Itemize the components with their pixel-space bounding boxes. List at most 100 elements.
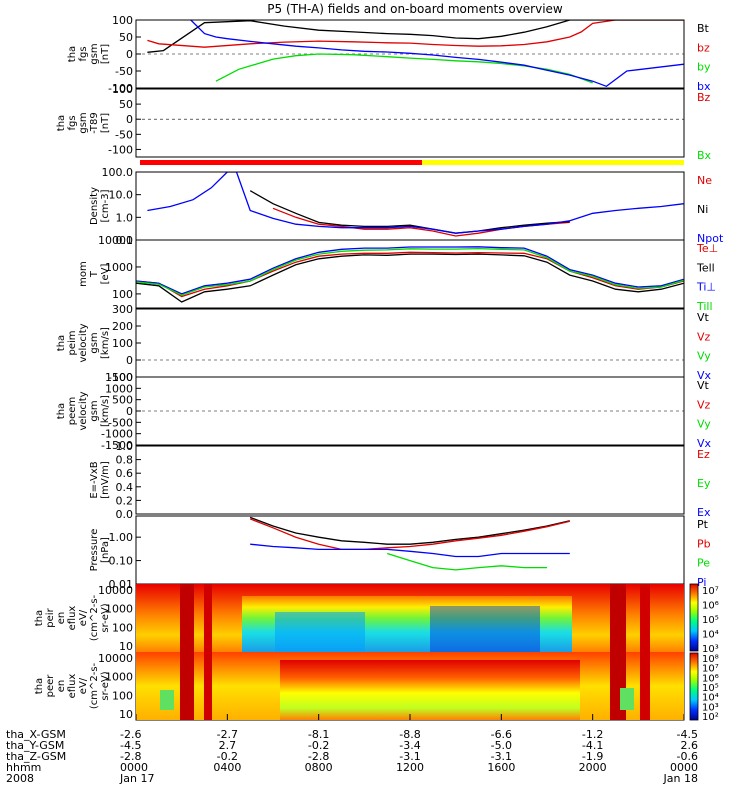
y-axis-label: fgs (67, 115, 78, 130)
y-tick-label: 10.0 (109, 189, 134, 202)
legend-Vy: Vy (697, 350, 711, 363)
x-tick-label: -2.7 (217, 728, 238, 741)
y-axis-label: [eV] (100, 264, 111, 285)
x-tick-label: Jan 18 (663, 772, 698, 785)
y-tick-label: 10 (119, 640, 133, 653)
y-axis-label: tha (67, 46, 78, 62)
y-axis-label: en (56, 612, 67, 625)
legend-Pt: Pt (697, 518, 709, 531)
legend-Vx: Vx (697, 437, 712, 450)
y-axis-label: tha (56, 335, 67, 351)
legend-Bt: Bt (697, 22, 710, 35)
y-tick-label: 1.0 (116, 440, 134, 453)
colorbar-tick-label: 10⁷ (702, 586, 719, 597)
series-group (147, 172, 684, 237)
y-tick-label: 100 (112, 14, 133, 27)
colorbar-tick-label: 10⁴ (702, 630, 719, 641)
series-Bt-line (147, 20, 684, 53)
y-axis-label: peer (45, 674, 56, 698)
series-bx-line (190, 20, 684, 88)
y-axis-label: Density (89, 187, 100, 225)
y-axis-label: velocity (78, 391, 89, 430)
y-axis-label: [mV/m] (100, 461, 111, 499)
x-row-label: 2008 (6, 772, 34, 785)
y-tick-label: 0.4 (116, 481, 134, 494)
mode-bar-yellow (422, 160, 684, 165)
panel-peim-velocity: 300 200 100 0 -100 tha peim velocity gsm [km/s] Vt… (56, 303, 712, 384)
x-row-label: hhmm (6, 761, 41, 774)
panel-frame (135, 515, 685, 585)
series-Te⊥-line (136, 251, 684, 298)
legend-Bx: Bx (697, 149, 712, 162)
series-Pi-line (250, 543, 570, 558)
y-tick-label: 0.6 (116, 467, 134, 480)
y-tick-label: 100 (112, 337, 133, 350)
y-axis-label: [km/s] (100, 327, 111, 359)
y-axis-label: T (89, 270, 100, 278)
y-axis-label: fgs (78, 46, 89, 61)
x-tick-label: -2.8 (308, 750, 329, 763)
y-tick-label: 100 (112, 288, 133, 301)
legend-bx: bx (697, 80, 711, 93)
x-tick-label: 0000 (120, 761, 148, 774)
y-tick-label: 1000 (105, 261, 133, 274)
x-tick-label: -3.1 (491, 750, 512, 763)
y-axis-label: peir (45, 607, 56, 627)
legend-Bz: Bz (697, 91, 711, 104)
colorbar-tick-label: 10⁵ (702, 615, 719, 626)
y-axis-label: gsm (89, 332, 100, 353)
peir-colorbar (689, 583, 699, 652)
x-tick-label: -4.5 (120, 739, 141, 752)
y-tick-label: 200 (112, 320, 133, 333)
series-Npot-line (147, 172, 684, 234)
legend-Ti⊥: Ti⊥ (696, 281, 716, 294)
colorbar-tick-label: 10³ (702, 702, 719, 713)
legend-Vz: Vz (697, 330, 711, 343)
x-tick-label: -0.2 (217, 750, 238, 763)
y-tick-label: 100 (112, 689, 133, 702)
y-tick-label: 1.0 (116, 211, 134, 224)
y-tick-label: 50 (119, 31, 133, 44)
y-axis-label: gsm (78, 112, 89, 133)
x-tick-label: 1600 (487, 761, 515, 774)
y-tick-label: -100 (108, 143, 133, 156)
legend-Vy: Vy (697, 418, 711, 431)
figure-title: P5 (TH-A) fields and on-board moments ov… (267, 2, 563, 16)
y-axis-label: peim (67, 330, 78, 355)
y-axis-label: (cm^2-s- (89, 662, 100, 709)
y-axis-label: sr-eV) (100, 671, 111, 700)
x-tick-label: -3.4 (399, 739, 420, 752)
y-axis-label: tha (34, 610, 45, 626)
y-tick-label: -1000 (101, 428, 133, 441)
panel-fgs: 100 50 0 -50 -100 tha fgs gsm [nT] Bt bz by bx (67, 14, 711, 95)
x-axis: tha_X-GSMtha_Y-GSMtha_Z-GSMhhmm2008-2.6-… (6, 714, 698, 785)
y-tick-label: 1.00 (109, 531, 134, 544)
legend-Ey: Ey (697, 477, 711, 490)
y-axis-label: E=-VxB (89, 461, 100, 498)
y-axis-label: gsm (89, 43, 100, 64)
panel-fgs-t89: 100 50 0 -50 -100 tha fgs gsm -T89 [nT] Bz Bx (56, 83, 712, 162)
legend-Ez: Ez (697, 448, 710, 461)
y-axis-label: velocity (78, 323, 89, 362)
y-tick-label: -100 (108, 82, 133, 95)
legend-Till: Till (696, 300, 713, 313)
x-tick-label: -4.5 (677, 728, 698, 741)
y-tick-label: -1500 (101, 439, 133, 452)
y-axis-label: [nT] (100, 113, 111, 133)
y-tick-label: -50 (115, 128, 133, 141)
y-axis-label: sr-eV) (100, 603, 111, 632)
colorbar-tick-label: 10³ (702, 644, 719, 655)
y-tick-label: 0.8 (116, 454, 134, 467)
series-Ti⊥-line (136, 246, 684, 295)
y-axis-label: tha (56, 115, 67, 131)
colorbar-tick-label: 10⁴ (702, 693, 719, 704)
x-tick-label: -2.8 (120, 750, 141, 763)
y-tick-label: 1000 (105, 603, 133, 616)
y-tick-label: 10000 (98, 652, 133, 665)
x-tick-label: 0000 (670, 761, 698, 774)
peir-spectrogram (136, 584, 684, 652)
peer-spectrogram (136, 652, 684, 720)
series-Pb-line (249, 518, 570, 551)
